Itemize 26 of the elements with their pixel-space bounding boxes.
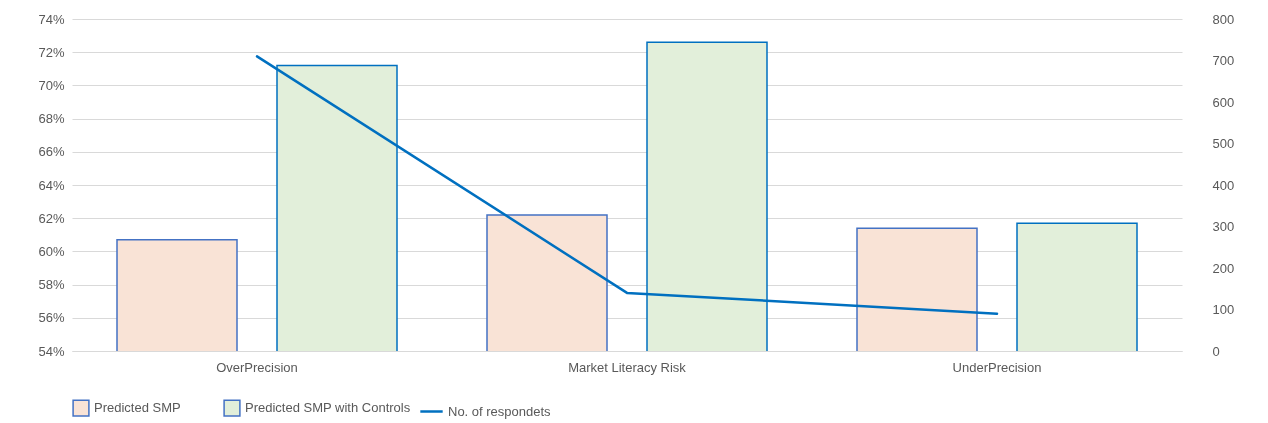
y-tick-label: 70% [38,77,65,93]
legend-label: Predicted SMP [94,400,181,416]
y2-tick-label: 800 [1212,11,1235,27]
y2-tick-label: 400 [1212,177,1235,193]
x-tick-label: OverPrecision [216,359,298,375]
y-tick-label: 74% [38,11,65,27]
legend-label: Predicted SMP with Controls [245,400,411,416]
y-tick-label: 68% [38,111,65,127]
y-tick-label: 62% [38,210,65,226]
y-tick-label: 58% [38,277,65,293]
y2-tick-label: 700 [1212,53,1235,68]
x-tick-label: Market Literacy Risk [568,359,687,375]
y-tick-label: 72% [38,44,65,60]
y2-tick-label: 500 [1212,136,1235,151]
y2-tick-label: 300 [1212,219,1235,234]
y2-tick-label: 600 [1212,94,1235,110]
legend-label: No. of respondets [448,403,552,419]
y2-tick-label: 200 [1212,260,1235,276]
x-tick-label: UnderPrecision [952,359,1042,375]
y-tick-label: 64% [38,177,65,193]
y2-tick-label: 0 [1212,343,1220,359]
y-tick-label: 54% [38,343,65,359]
y-tick-label: 56% [38,310,65,326]
y-tick-label: 60% [38,243,65,259]
y-tick-label: 66% [38,144,65,160]
y2-tick-label: 100 [1212,302,1235,317]
